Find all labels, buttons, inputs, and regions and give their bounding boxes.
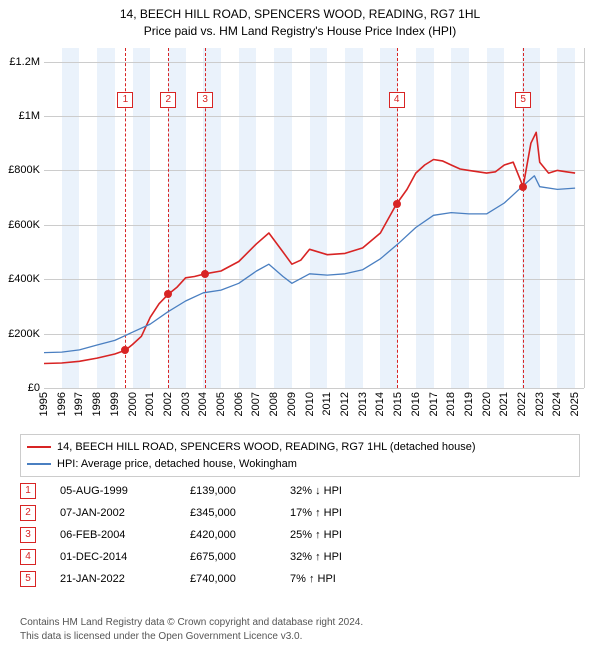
x-tick-label: 2017 xyxy=(428,392,440,416)
sales-row-date: 05-AUG-1999 xyxy=(60,485,190,497)
x-tick-label: 1998 xyxy=(91,392,103,416)
sales-row: 1 05-AUG-1999£139,00032% ↓ HPI xyxy=(20,480,390,502)
gridline-h xyxy=(44,388,584,389)
x-tick-label: 1999 xyxy=(109,392,121,416)
sales-row-price: £345,000 xyxy=(190,507,290,519)
x-tick-label: 2006 xyxy=(233,392,245,416)
sales-row-price: £675,000 xyxy=(190,551,290,563)
legend-swatch-price xyxy=(27,446,51,448)
series-svg xyxy=(44,48,584,388)
sales-row-date: 01-DEC-2014 xyxy=(60,551,190,563)
sale-marker xyxy=(519,183,527,191)
series-line-price_paid xyxy=(44,132,575,363)
x-tick-label: 2023 xyxy=(534,392,546,416)
x-tick-label: 2013 xyxy=(357,392,369,416)
x-tick-label: 2024 xyxy=(551,392,563,416)
y-tick-label: £400K xyxy=(8,273,40,285)
sales-row: 5 21-JAN-2022£740,0007% ↑ HPI xyxy=(20,568,390,590)
legend-row-hpi: HPI: Average price, detached house, Woki… xyxy=(27,456,573,473)
legend-swatch-hpi xyxy=(27,463,51,465)
y-tick-label: £600K xyxy=(8,219,40,231)
sales-row-price: £420,000 xyxy=(190,529,290,541)
x-tick-label: 2009 xyxy=(286,392,298,416)
x-tick-label: 1996 xyxy=(56,392,68,416)
x-tick-label: 2002 xyxy=(162,392,174,416)
y-tick-label: £800K xyxy=(8,164,40,176)
sales-row-date: 07-JAN-2002 xyxy=(60,507,190,519)
x-tick-label: 2004 xyxy=(197,392,209,416)
footer-line-2: This data is licensed under the Open Gov… xyxy=(20,630,363,644)
title-block: 14, BEECH HILL ROAD, SPENCERS WOOD, READ… xyxy=(0,0,600,40)
x-tick-label: 2003 xyxy=(180,392,192,416)
x-tick-label: 2007 xyxy=(250,392,262,416)
chart-plot-area: £0£200K£400K£600K£800K£1M£1.2M1995199619… xyxy=(44,48,585,388)
series-line-hpi xyxy=(44,176,575,353)
sale-marker xyxy=(121,346,129,354)
sales-row-num: 5 xyxy=(20,571,36,587)
x-tick-label: 2008 xyxy=(268,392,280,416)
sales-row: 2 07-JAN-2002£345,00017% ↑ HPI xyxy=(20,502,390,524)
x-tick-label: 2012 xyxy=(339,392,351,416)
x-tick-label: 2014 xyxy=(374,392,386,416)
x-tick-label: 2010 xyxy=(304,392,316,416)
x-tick-label: 1997 xyxy=(73,392,85,416)
title-line-2: Price paid vs. HM Land Registry's House … xyxy=(0,23,600,40)
x-tick-label: 2019 xyxy=(463,392,475,416)
sales-row-num: 4 xyxy=(20,549,36,565)
x-tick-label: 2016 xyxy=(410,392,422,416)
legend-row-price: 14, BEECH HILL ROAD, SPENCERS WOOD, READ… xyxy=(27,439,573,456)
x-tick-label: 1995 xyxy=(38,392,50,416)
x-tick-label: 2022 xyxy=(516,392,528,416)
sales-table: 1 05-AUG-1999£139,00032% ↓ HPI 2 07-JAN-200… xyxy=(20,480,390,590)
sale-marker xyxy=(201,270,209,278)
x-tick-label: 2001 xyxy=(144,392,156,416)
footer: Contains HM Land Registry data © Crown c… xyxy=(20,616,363,644)
x-tick-label: 2005 xyxy=(215,392,227,416)
sales-row-price: £740,000 xyxy=(190,573,290,585)
sales-row-price: £139,000 xyxy=(190,485,290,497)
x-tick-label: 2018 xyxy=(445,392,457,416)
x-tick-label: 2021 xyxy=(498,392,510,416)
chart-container: 14, BEECH HILL ROAD, SPENCERS WOOD, READ… xyxy=(0,0,600,650)
sales-row: 4 01-DEC-2014£675,00032% ↑ HPI xyxy=(20,546,390,568)
sales-row-date: 21-JAN-2022 xyxy=(60,573,190,585)
sales-row-diff: 32% ↑ HPI xyxy=(290,551,390,563)
y-tick-label: £1M xyxy=(19,110,40,122)
x-tick-label: 2015 xyxy=(392,392,404,416)
sale-marker xyxy=(393,200,401,208)
x-tick-label: 2011 xyxy=(321,392,333,416)
sales-row-diff: 17% ↑ HPI xyxy=(290,507,390,519)
y-tick-label: £1.2M xyxy=(9,56,40,68)
y-tick-label: £200K xyxy=(8,328,40,340)
sales-row-num: 2 xyxy=(20,505,36,521)
legend-label-hpi: HPI: Average price, detached house, Woki… xyxy=(57,456,297,473)
title-line-1: 14, BEECH HILL ROAD, SPENCERS WOOD, READ… xyxy=(0,6,600,23)
x-tick-label: 2020 xyxy=(481,392,493,416)
footer-line-1: Contains HM Land Registry data © Crown c… xyxy=(20,616,363,630)
sales-row-num: 3 xyxy=(20,527,36,543)
sales-row: 3 06-FEB-2004£420,00025% ↑ HPI xyxy=(20,524,390,546)
x-tick-label: 2000 xyxy=(127,392,139,416)
sales-row-date: 06-FEB-2004 xyxy=(60,529,190,541)
x-tick-label: 2025 xyxy=(569,392,581,416)
legend-label-price: 14, BEECH HILL ROAD, SPENCERS WOOD, READ… xyxy=(57,439,476,456)
sales-row-diff: 7% ↑ HPI xyxy=(290,573,390,585)
sales-row-diff: 25% ↑ HPI xyxy=(290,529,390,541)
legend-box: 14, BEECH HILL ROAD, SPENCERS WOOD, READ… xyxy=(20,434,580,477)
sales-row-num: 1 xyxy=(20,483,36,499)
sales-row-diff: 32% ↓ HPI xyxy=(290,485,390,497)
sale-marker xyxy=(164,290,172,298)
